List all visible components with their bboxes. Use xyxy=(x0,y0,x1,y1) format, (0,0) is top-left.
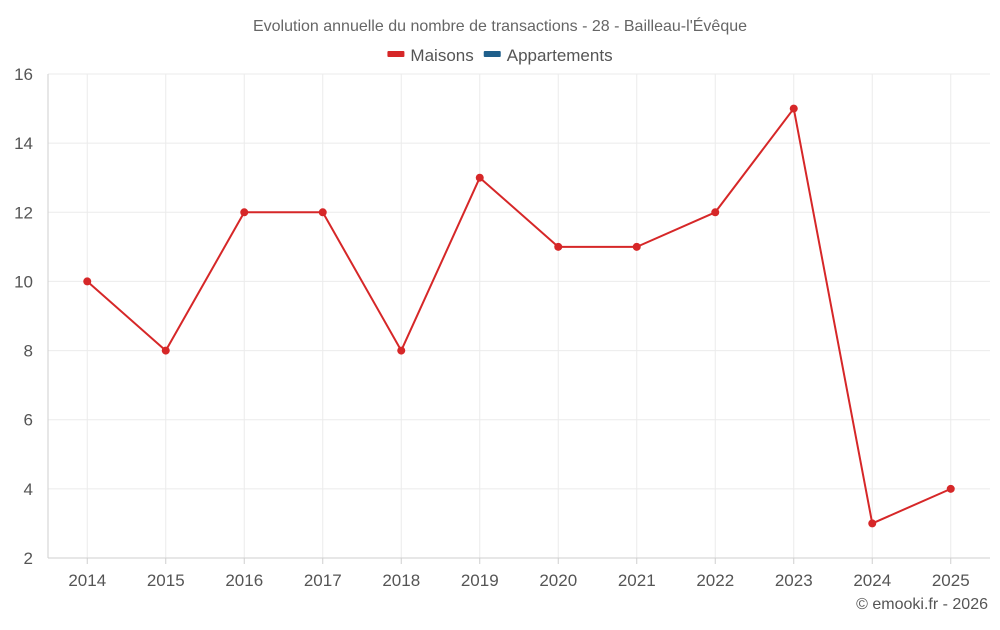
data-point xyxy=(475,173,484,182)
x-tick-label: 2020 xyxy=(539,571,577,590)
grid xyxy=(48,73,990,558)
data-point xyxy=(632,242,641,251)
y-tick-label: 8 xyxy=(24,342,33,361)
x-tick-label: 2015 xyxy=(147,571,185,590)
x-tick-label: 2022 xyxy=(696,571,734,590)
y-tick-label: 2 xyxy=(24,549,33,568)
y-tick-label: 14 xyxy=(14,134,33,153)
credit-text: © emooki.fr - 2026 xyxy=(856,596,988,613)
legend-swatch xyxy=(483,51,501,57)
data-point xyxy=(318,208,327,217)
x-tick-label: 2019 xyxy=(461,571,499,590)
x-tick-label: 2025 xyxy=(932,571,970,590)
data-point xyxy=(83,277,92,286)
y-tick-label: 16 xyxy=(14,65,33,84)
legend: Maisons Appartements xyxy=(387,46,613,65)
legend-label: Maisons xyxy=(410,46,473,65)
data-point xyxy=(789,104,798,113)
data-point xyxy=(240,208,249,217)
axes: 2 4 6 8 10 12 14 16 2014 2015 2016 2017 2018 2019 2020… xyxy=(14,65,990,590)
x-tick-label: 2016 xyxy=(225,571,263,590)
series-line-maisons xyxy=(86,107,952,525)
y-tick-label: 10 xyxy=(14,272,33,291)
data-point xyxy=(554,242,563,251)
chart-title: Evolution annuelle du nombre de transact… xyxy=(253,16,747,35)
x-tick-label: 2024 xyxy=(853,571,891,590)
data-point xyxy=(161,346,170,355)
legend-label: Appartements xyxy=(507,46,613,65)
y-tick-label: 4 xyxy=(24,480,33,499)
data-point xyxy=(397,346,406,355)
data-point xyxy=(711,208,720,217)
legend-swatch xyxy=(387,51,405,57)
x-tick-label: 2017 xyxy=(304,571,342,590)
data-point xyxy=(868,519,877,528)
x-tick-label: 2014 xyxy=(68,571,106,590)
y-tick-label: 12 xyxy=(14,203,33,222)
x-tick-label: 2023 xyxy=(775,571,813,590)
x-tick-label: 2018 xyxy=(382,571,420,590)
data-point xyxy=(946,484,955,493)
x-tick-label: 2021 xyxy=(618,571,656,590)
series-layer xyxy=(83,104,955,528)
y-tick-label: 6 xyxy=(24,411,33,430)
